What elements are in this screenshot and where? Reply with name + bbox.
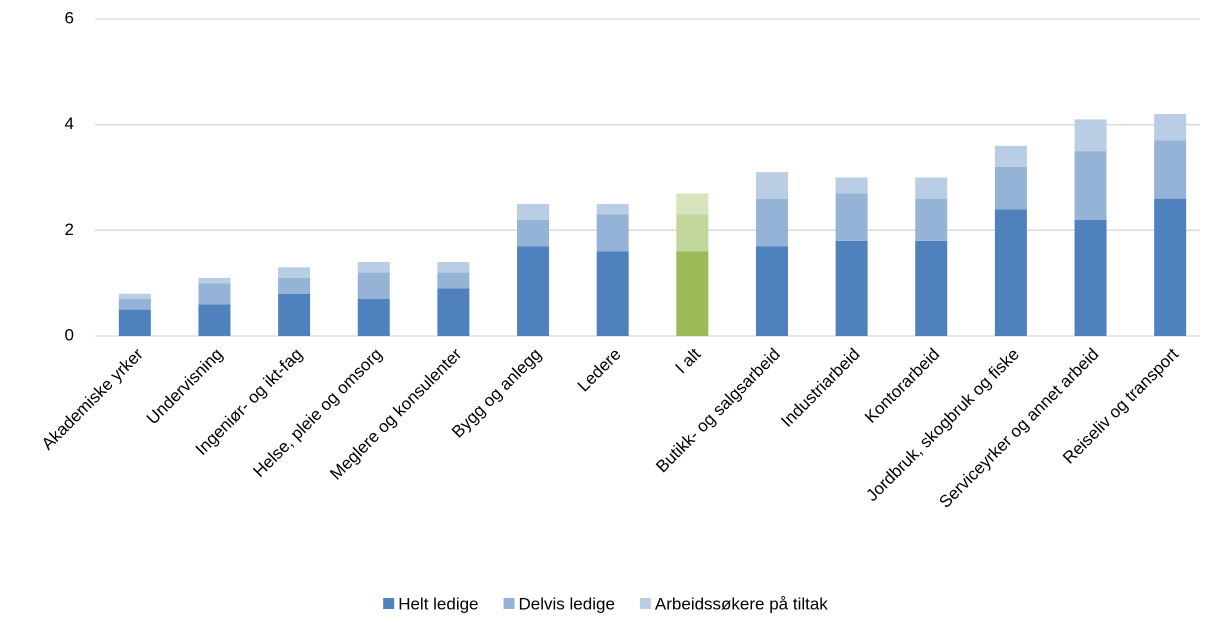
bar-segment: [755, 246, 788, 336]
bar-segment: [118, 299, 151, 310]
legend-label: Arbeidssøkere på tiltak: [655, 594, 828, 613]
bar-segment: [835, 177, 868, 194]
bar-segment: [118, 309, 151, 336]
bar-segment: [357, 299, 390, 336]
x-tick-label: Undervisning: [143, 345, 227, 429]
bar-segment: [278, 267, 311, 278]
bar-segment: [994, 145, 1027, 167]
bar-segment: [437, 272, 470, 289]
bar-segment: [755, 172, 788, 199]
bar-segment: [118, 293, 151, 300]
bar-segment: [994, 166, 1027, 210]
bar-segment: [994, 209, 1027, 336]
x-tick-label: Kontorarbeid: [861, 345, 943, 427]
y-tick-label: 2: [65, 220, 74, 239]
bar-segment: [198, 304, 231, 336]
y-tick-label: 6: [65, 8, 74, 27]
bar-segment: [1154, 198, 1187, 336]
legend-label: Helt ledige: [398, 594, 478, 613]
bar-segment: [915, 177, 948, 199]
bar-segment: [1154, 114, 1187, 141]
x-tick-label: Industriarbeid: [777, 345, 863, 431]
bar-segment: [278, 277, 311, 294]
bar-segment: [1074, 151, 1107, 220]
bar-segment: [198, 277, 231, 284]
bar-segment: [517, 203, 550, 220]
x-tick-label: I alt: [672, 344, 705, 377]
x-tick-label: Ledere: [574, 345, 625, 396]
legend-swatch: [383, 598, 395, 609]
bar-segment: [1074, 219, 1107, 336]
bar-segment: [1154, 140, 1187, 199]
bar-segment: [915, 240, 948, 336]
y-tick-label: 4: [65, 114, 74, 133]
x-tick-label: Serviceyrker og annet arbeid: [935, 345, 1102, 512]
bar-segment: [596, 203, 629, 215]
legend-label: Delvis ledige: [519, 594, 615, 613]
x-tick-label: Meglere og konsulenter: [326, 344, 465, 483]
bar-segment: [278, 293, 311, 336]
bar-segment: [437, 288, 470, 336]
bar-segment: [596, 251, 629, 336]
bar-segment: [357, 272, 390, 300]
bar-segment: [915, 198, 948, 241]
bar-segment: [676, 214, 709, 252]
bar-segment: [676, 251, 709, 336]
bar-segment: [357, 262, 390, 273]
x-tick-label: Akademiske yrker: [38, 344, 147, 453]
bar-segment: [835, 193, 868, 241]
bar-segment: [198, 283, 231, 305]
bar-segment: [1074, 119, 1107, 152]
legend-swatch: [503, 598, 515, 609]
x-tick-label: Helse, pleie og omsorg: [249, 345, 385, 481]
bar-segment: [835, 240, 868, 336]
bar-segment: [676, 193, 709, 215]
legend-swatch: [639, 598, 651, 609]
bar-segment: [755, 198, 788, 247]
x-tick-label: Jordbruk, skogbruk og fiske: [862, 345, 1022, 505]
bar-segment: [437, 262, 470, 273]
bar-segment: [596, 214, 629, 252]
bar-segment: [517, 219, 550, 247]
bar-segment: [517, 246, 550, 336]
y-tick-label: 0: [65, 325, 74, 344]
